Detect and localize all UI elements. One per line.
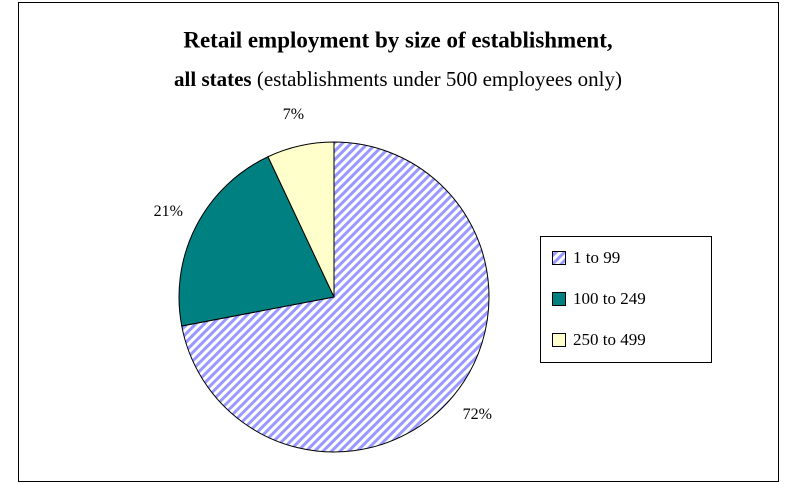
pie-slice — [178, 156, 335, 327]
legend-label: 100 to 249 — [573, 289, 646, 308]
chart-title: Retail employment by size of establishme… — [183, 27, 612, 52]
legend-label: 1 to 99 — [573, 248, 620, 267]
legend-swatch — [552, 333, 566, 347]
pie-slice — [181, 141, 490, 453]
data-label: 72% — [463, 406, 492, 423]
data-label: 21% — [154, 203, 183, 220]
legend-label: 250 to 499 — [573, 330, 646, 349]
subtitle: (establishments under 500 employees only… — [257, 67, 622, 91]
pie-slice — [267, 141, 335, 298]
data-label: 7% — [283, 106, 304, 123]
legend-box — [540, 236, 712, 363]
chart-title-line2: all states (establishments under 500 emp… — [174, 67, 622, 91]
title-part: all states — [174, 67, 252, 91]
legend-swatch — [552, 251, 566, 265]
legend-swatch — [552, 292, 566, 306]
